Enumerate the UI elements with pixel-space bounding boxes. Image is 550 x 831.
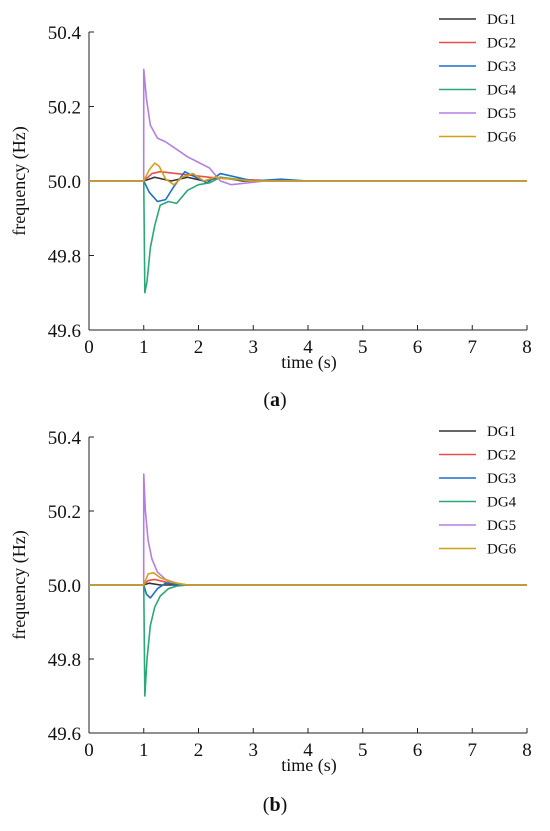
x-tick-label: 7: [468, 740, 478, 761]
legend-label: DG3: [487, 471, 516, 487]
x-tick-label: 7: [468, 337, 478, 358]
series-line-dg2: [89, 170, 527, 182]
legend-label: DG1: [487, 424, 516, 440]
caption-close-paren: ): [280, 389, 287, 411]
series-line-dg5: [89, 68, 527, 186]
y-tick-label: 50.2: [48, 98, 81, 119]
x-tick-label: 6: [413, 337, 423, 358]
legend-label: DG6: [487, 542, 517, 558]
caption-letter: a: [270, 389, 280, 411]
x-tick-label: 8: [522, 337, 532, 358]
y-tick-label: 49.8: [48, 247, 81, 268]
panel-caption: (a): [263, 389, 286, 411]
x-tick-label: 1: [139, 337, 149, 358]
caption-letter: b: [269, 794, 280, 816]
legend-label: DG5: [487, 106, 516, 122]
x-tick-label: 3: [249, 740, 259, 761]
legend: DG1 DG2 DG3 DG4 DG5 DG6: [439, 12, 517, 146]
series-line-dg5: [89, 473, 527, 586]
x-tick-label: 4: [303, 740, 313, 761]
x-axis-label: time (s): [281, 352, 337, 373]
x-axis-label: time (s): [281, 755, 337, 776]
legend-label: DG4: [487, 495, 517, 511]
chart-panel-b: 0 1 2 3 4 5 6 7 8 50.4 50.2 50.0 49.8 49.6 time (s) fre…: [9, 424, 532, 816]
y-tick-label: 49.8: [48, 650, 81, 671]
caption-open-paren: (: [263, 389, 270, 411]
caption-close-paren: ): [281, 794, 288, 816]
y-tick-label: 50.2: [48, 502, 81, 523]
y-tick-label: 49.6: [48, 321, 81, 342]
y-tick-label: 50.4: [48, 428, 82, 449]
series-line-dg4: [89, 584, 527, 697]
legend-label: DG4: [487, 83, 517, 99]
series-line-dg6: [89, 162, 527, 186]
x-tick-label: 6: [413, 740, 423, 761]
x-tick-label: 2: [194, 337, 204, 358]
x-tick-label: 0: [84, 337, 94, 358]
series-line-dg3: [89, 170, 527, 203]
y-axis-label: frequency (Hz): [9, 126, 30, 235]
series-line-dg6: [89, 571, 527, 586]
chart-panel-a: 0 1 2 3 4 5 6 7 8 50.4 50.2 50.0 49.8 49.6 time (s) fre…: [9, 12, 532, 411]
y-axis-label: frequency (Hz): [9, 530, 30, 639]
y-tick-label: 50.0: [48, 172, 81, 193]
x-tick-label: 5: [358, 740, 368, 761]
x-tick-label: 0: [84, 740, 94, 761]
legend-label: DG1: [487, 12, 516, 28]
x-tick-label: 2: [194, 740, 204, 761]
panel-caption: (b): [263, 794, 287, 816]
x-tick-label: 1: [139, 740, 149, 761]
x-tick-label: 3: [249, 337, 259, 358]
x-tick-label: 4: [303, 337, 313, 358]
legend: DG1 DG2 DG3 DG4 DG5 DG6: [439, 424, 517, 558]
legend-label: DG6: [487, 130, 517, 146]
legend-label: DG2: [487, 36, 516, 52]
series-line-dg4: [89, 176, 527, 294]
x-tick-label: 8: [522, 740, 532, 761]
y-tick-label: 50.4: [48, 23, 82, 44]
x-tick-label: 5: [358, 337, 368, 358]
legend-label: DG2: [487, 448, 516, 464]
legend-label: DG5: [487, 518, 516, 534]
y-tick-label: 50.0: [48, 576, 81, 597]
legend-label: DG3: [487, 59, 516, 75]
y-tick-label: 49.6: [48, 724, 81, 745]
caption-open-paren: (: [263, 794, 270, 816]
